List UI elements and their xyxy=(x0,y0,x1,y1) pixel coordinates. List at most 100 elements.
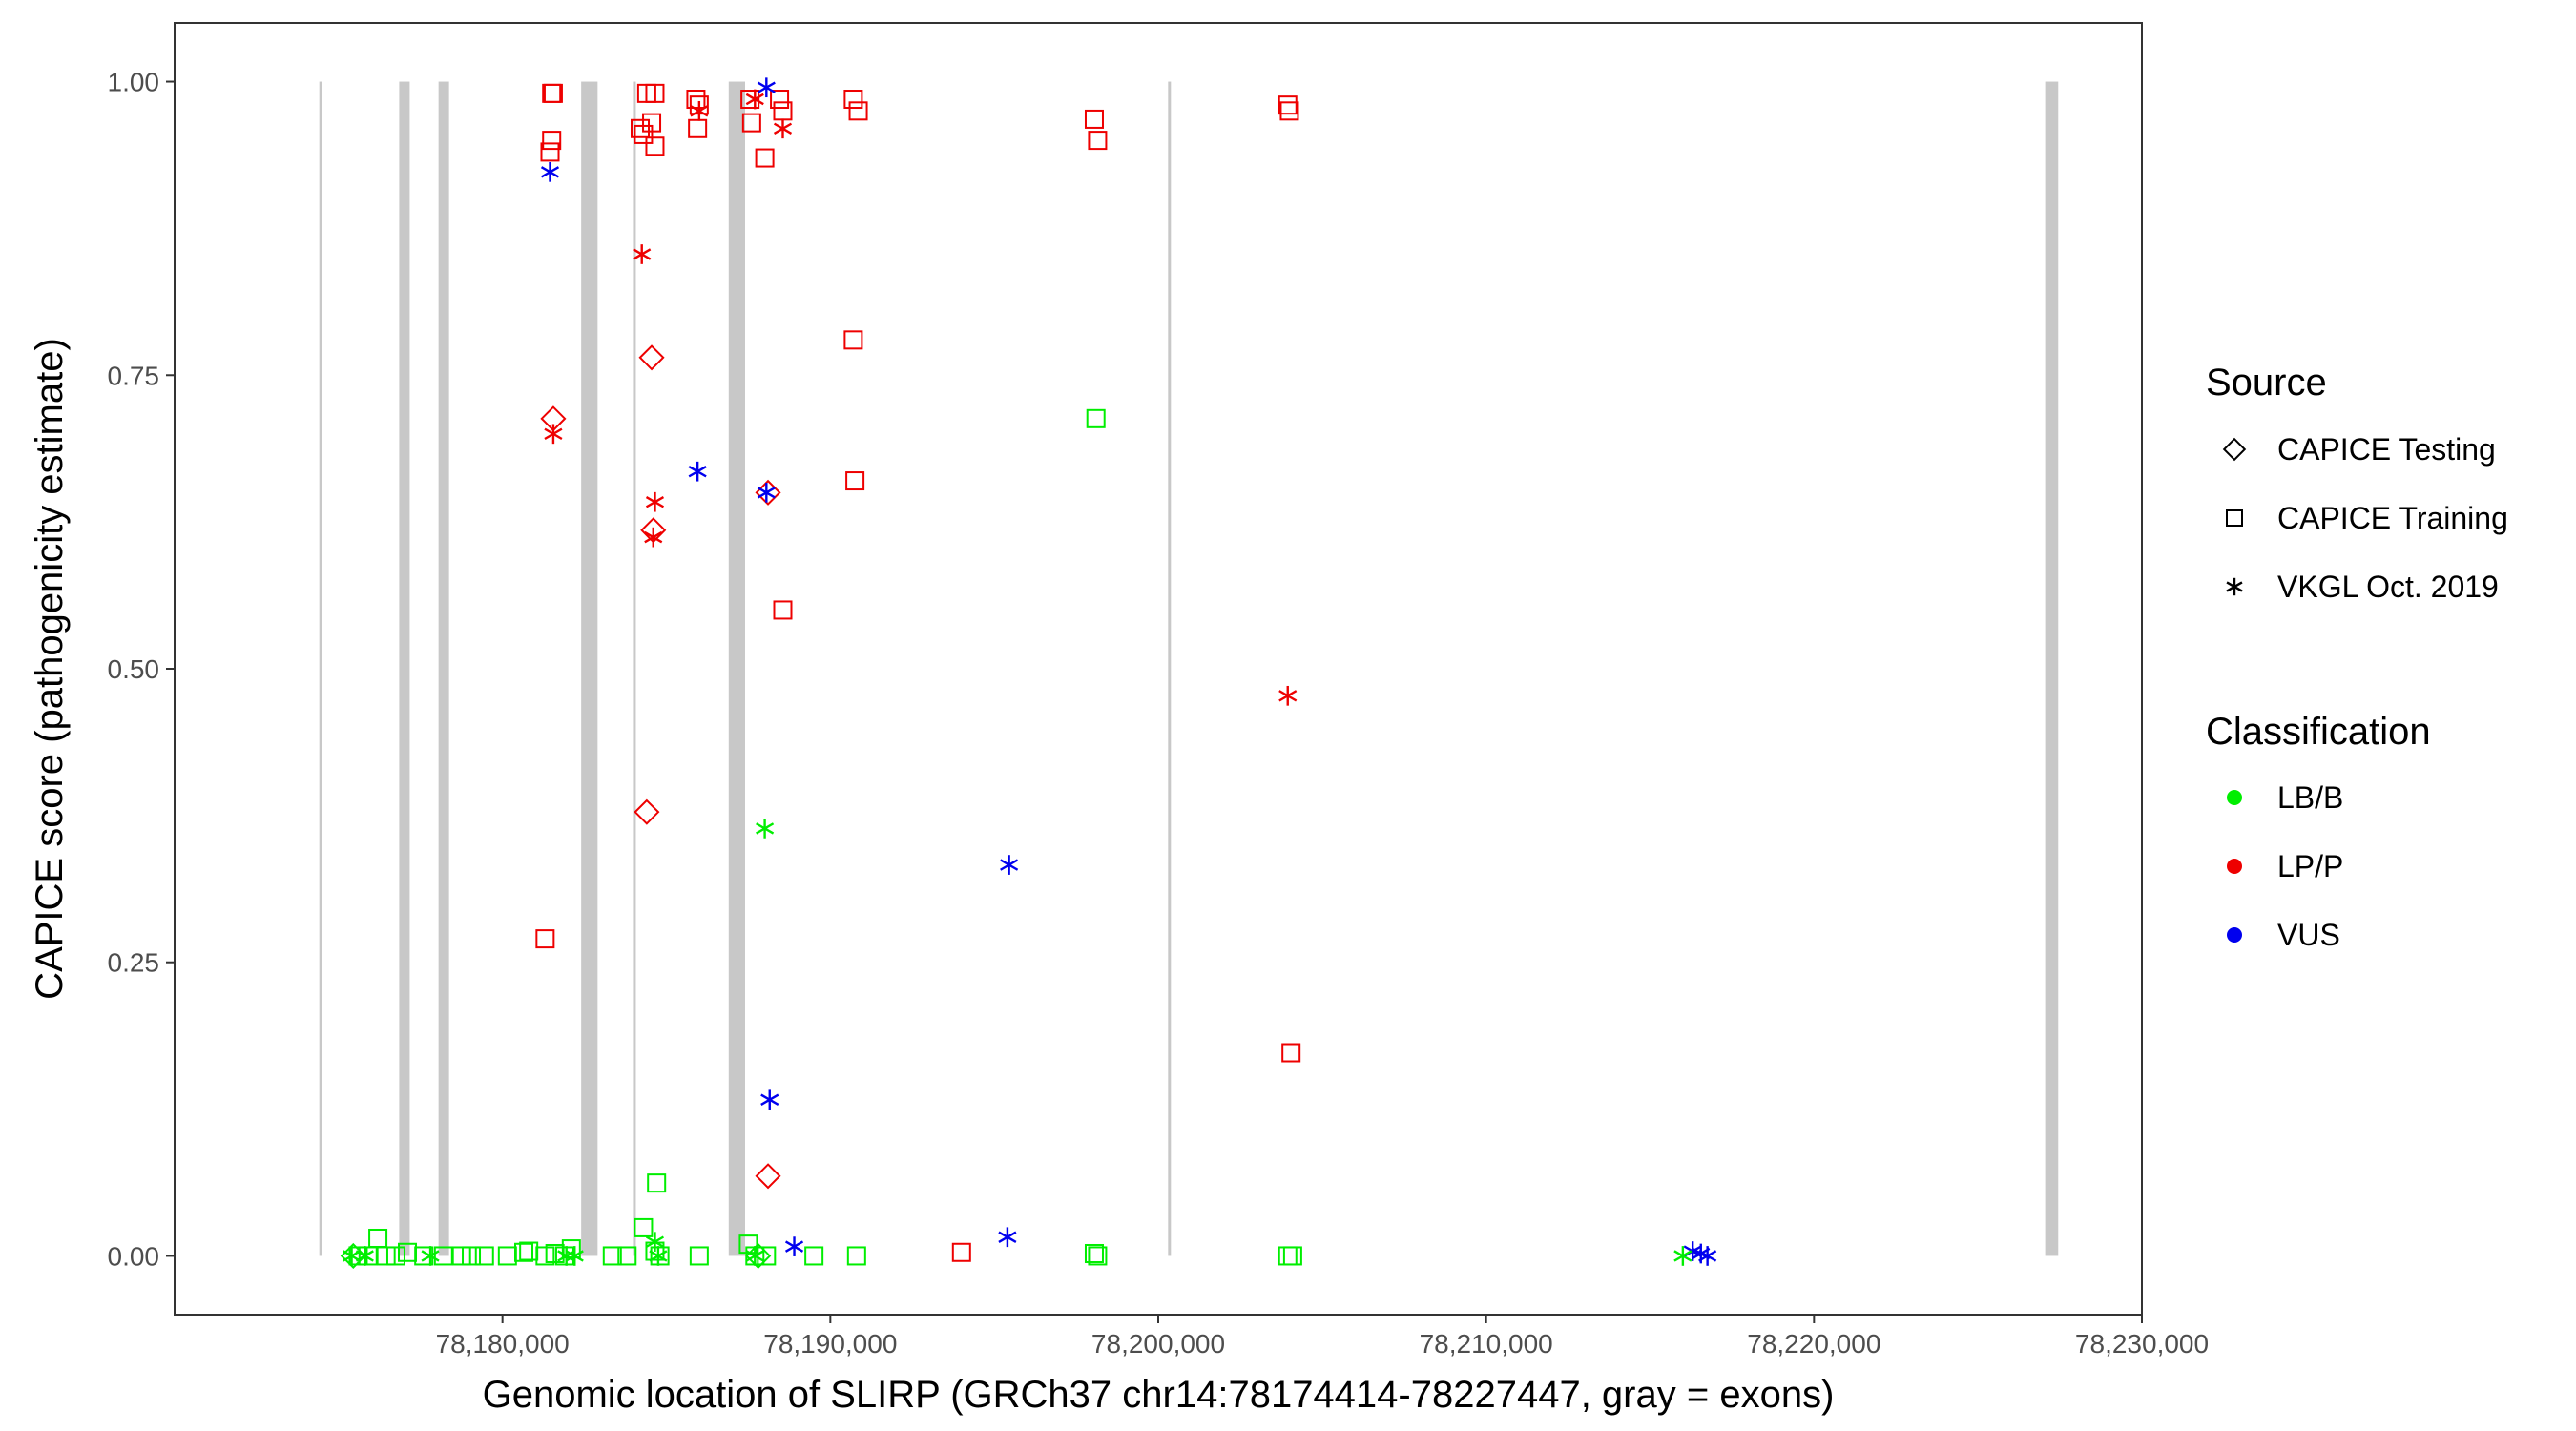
legend-key-square xyxy=(2226,509,2243,527)
x-axis: 78,180,000 78,190,000 78,200,000 78,210,000… xyxy=(436,1315,2209,1358)
data-point xyxy=(745,89,764,110)
y-tick-label: 0.25 xyxy=(108,948,160,978)
asterisk-stroke xyxy=(745,93,764,106)
asterisk-stroke xyxy=(760,1093,779,1106)
data-point xyxy=(773,600,793,620)
data-point xyxy=(846,1246,866,1266)
data-point xyxy=(462,1246,482,1266)
data-point xyxy=(358,1246,378,1266)
data-point xyxy=(1278,1246,1298,1266)
data-point xyxy=(474,1246,494,1266)
data-point xyxy=(540,142,560,162)
data-point xyxy=(740,90,760,110)
asterisk-stroke xyxy=(1278,690,1298,702)
data-point xyxy=(757,1246,777,1266)
data-point xyxy=(689,1246,709,1266)
exon-bar xyxy=(633,81,636,1256)
plot-panel-border xyxy=(174,22,2143,1316)
asterisk-stroke xyxy=(644,530,663,544)
data-point xyxy=(634,798,660,825)
asterisk-stroke xyxy=(645,495,665,508)
legend-label: LP/P xyxy=(2277,849,2343,883)
asterisk-stroke xyxy=(2226,581,2243,592)
data-point xyxy=(755,1163,781,1190)
data-point xyxy=(1278,95,1298,115)
data-point xyxy=(644,527,663,548)
data-point xyxy=(1278,685,1298,706)
asterisk-stroke xyxy=(773,122,793,135)
exon-bar xyxy=(2045,81,2059,1256)
legend-label: CAPICE Testing xyxy=(2277,432,2496,467)
x-tick-label: 78,180,000 xyxy=(436,1329,570,1358)
asterisk-stroke xyxy=(757,487,776,499)
data-point xyxy=(1086,408,1106,428)
data-point xyxy=(542,131,562,151)
asterisk-stroke xyxy=(690,105,709,117)
asterisk-stroke xyxy=(1000,859,1019,871)
data-point xyxy=(1279,101,1299,121)
y-axis-title: CAPICE score (pathogenicity estimate) xyxy=(29,338,71,1000)
asterisk-stroke xyxy=(565,1250,584,1262)
asterisk-stroke xyxy=(756,822,775,835)
data-point xyxy=(784,1236,804,1256)
legend-key-dot xyxy=(2227,859,2242,874)
data-point xyxy=(634,1217,654,1237)
data-point xyxy=(688,118,708,138)
data-point xyxy=(645,1232,665,1253)
data-point xyxy=(376,1246,396,1266)
legend-key-dot xyxy=(2227,790,2242,805)
legend-title: Classification xyxy=(2206,711,2431,753)
asterisk-stroke xyxy=(1698,1250,1717,1262)
data-point xyxy=(565,1246,584,1266)
y-tick-label: 0.50 xyxy=(108,654,160,684)
x-tick-label: 78,220,000 xyxy=(1747,1329,1880,1358)
asterisk-stroke xyxy=(745,1250,764,1262)
asterisk-stroke xyxy=(688,465,707,478)
data-point xyxy=(1084,109,1104,129)
asterisk-stroke xyxy=(540,166,560,178)
asterisk-stroke xyxy=(649,1250,668,1262)
data-point xyxy=(1673,1246,1693,1266)
exon-bar xyxy=(581,81,598,1256)
y-axis: 0.00 0.25 0.50 0.75 1.00 xyxy=(108,68,175,1271)
data-point xyxy=(804,1246,824,1266)
data-point xyxy=(1088,131,1108,151)
data-point xyxy=(617,1246,637,1266)
x-tick-label: 78,230,000 xyxy=(2075,1329,2209,1358)
legend-label: CAPICE Training xyxy=(2277,501,2508,535)
legend-key-asterisk xyxy=(2226,577,2243,596)
y-tick-label: 0.75 xyxy=(108,361,160,390)
data-point xyxy=(355,1246,374,1266)
data-point xyxy=(755,148,775,168)
exon-bar xyxy=(319,81,322,1256)
data-point xyxy=(519,1241,539,1261)
legend-label: VUS xyxy=(2277,918,2340,952)
data-point xyxy=(757,483,776,503)
asterisk-stroke xyxy=(355,1250,374,1262)
asterisk-stroke xyxy=(1673,1250,1693,1262)
data-point xyxy=(631,118,651,138)
data-point xyxy=(1281,1043,1301,1063)
legend-key-dot xyxy=(2227,927,2242,943)
exon-bar xyxy=(399,81,410,1256)
data-point xyxy=(650,1246,670,1266)
data-point xyxy=(645,491,665,512)
data-point xyxy=(1282,1246,1302,1266)
y-tick-label: 1.00 xyxy=(108,68,160,97)
legend-title: Source xyxy=(2206,362,2327,404)
legend-label: VKGL Oct. 2019 xyxy=(2277,570,2499,604)
data-point xyxy=(998,1227,1017,1248)
asterisk-stroke xyxy=(757,81,776,93)
data-point xyxy=(645,83,665,103)
data-point xyxy=(745,1246,764,1266)
data-point xyxy=(645,136,665,156)
x-axis-title: Genomic location of SLIRP (GRCh37 chr14:… xyxy=(483,1374,1835,1416)
data-point xyxy=(451,1246,471,1266)
exon-layer xyxy=(319,81,2059,1256)
data-point xyxy=(368,1228,388,1248)
data-point xyxy=(647,1173,667,1193)
data-point xyxy=(1084,1243,1104,1263)
asterisk-stroke xyxy=(645,1235,665,1248)
data-point xyxy=(773,118,793,139)
